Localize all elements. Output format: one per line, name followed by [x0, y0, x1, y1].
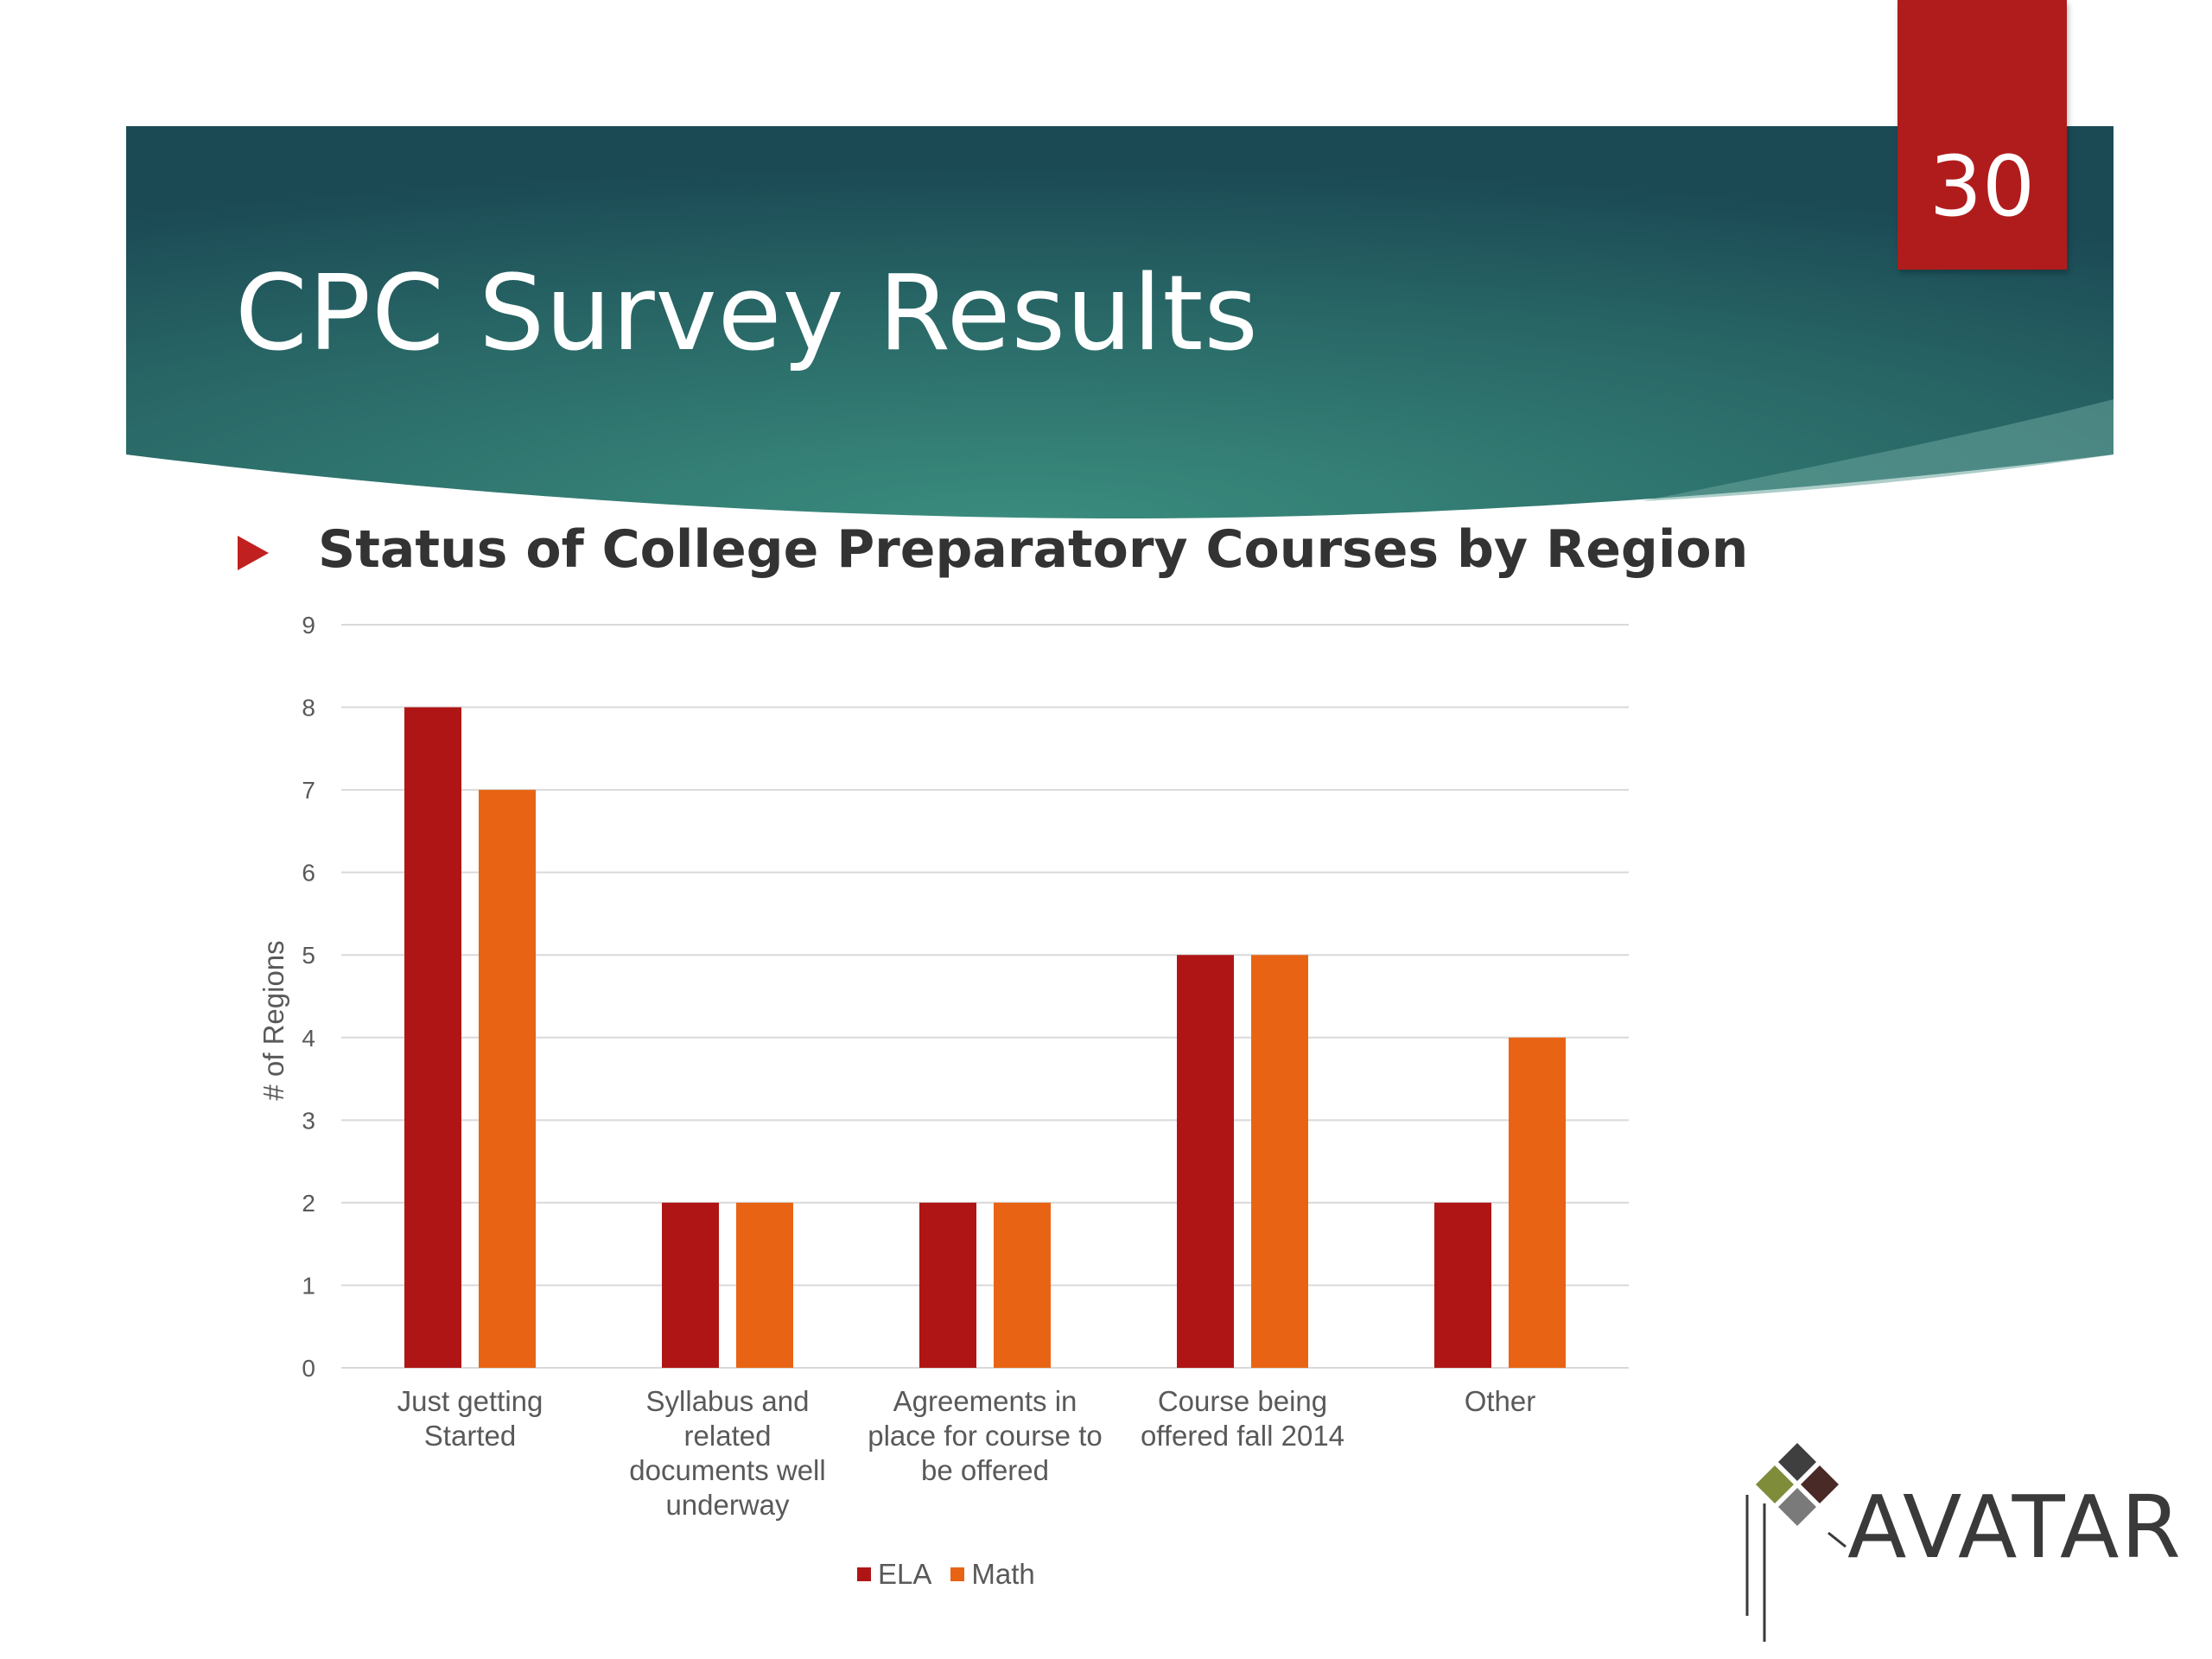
bullet-text: Status of College Preparatory Courses by…: [318, 519, 1749, 580]
avatar-logo-text: AVATAR: [1847, 1477, 2183, 1578]
chart-legend: ELA Math: [857, 1557, 1035, 1592]
avatar-logo-mark-icon: [1745, 1443, 1847, 1642]
legend-label-math: Math: [971, 1558, 1035, 1590]
legend-swatch-math: [950, 1567, 965, 1581]
avatar-logo: AVATAR: [1745, 1426, 2195, 1642]
legend-swatch-ela: [857, 1567, 871, 1581]
bullet-arrow-icon: [238, 536, 269, 570]
slide-title: CPC Survey Results: [235, 254, 1259, 374]
legend-item-ela: ELA: [857, 1558, 931, 1591]
page-number: 30: [1929, 138, 2036, 235]
legend-label-ela: ELA: [878, 1558, 932, 1590]
page-number-tab: 30: [1897, 0, 2067, 270]
legend-item-math: Math: [950, 1558, 1035, 1591]
